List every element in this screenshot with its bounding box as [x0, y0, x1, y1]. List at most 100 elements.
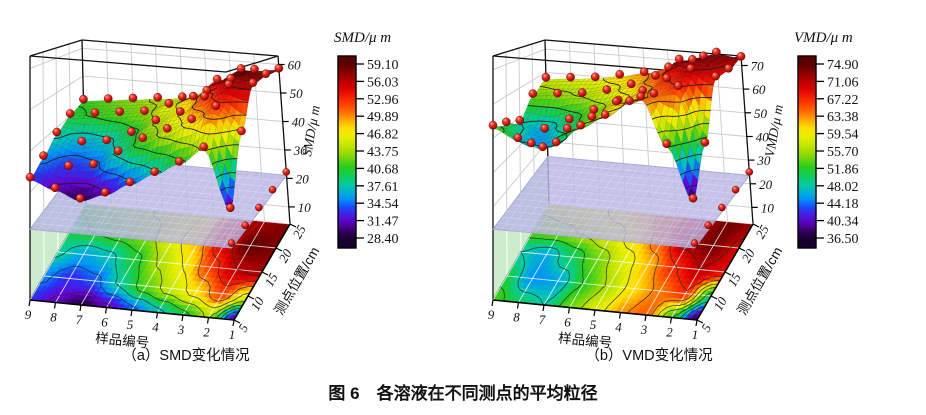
data-point-sphere: [587, 112, 597, 121]
data-point-sphere: [718, 203, 726, 212]
data-point-sphere: [153, 93, 162, 102]
data-point-sphere: [565, 114, 574, 124]
colorbar-a: SMD/μ m 59.10 56.03 52.96 49.89 46.82 43.75 40.…: [334, 30, 399, 249]
data-point-sphere: [164, 99, 174, 108]
data-point-sphere: [89, 159, 98, 169]
data-point-sphere: [731, 185, 740, 194]
data-point-sphere: [553, 88, 562, 98]
colorbar-tick-label: 44.18: [827, 197, 859, 212]
data-point-sphere: [688, 193, 698, 203]
colorbar-tick-label: 36.50: [827, 232, 859, 247]
y-tick-label: 5: [235, 321, 251, 335]
data-point-sphere: [528, 89, 538, 98]
data-point-sphere: [115, 107, 125, 116]
data-point-sphere: [686, 63, 696, 73]
data-point-sphere: [75, 193, 85, 203]
colorbar-tick-label: 59.10: [367, 58, 399, 73]
data-point-sphere: [212, 74, 222, 84]
data-point-sphere: [255, 203, 263, 212]
data-point-sphere: [241, 221, 250, 230]
x-tick-label: 1: [692, 327, 699, 342]
colorbar-tick-label: 55.70: [827, 145, 859, 160]
data-point-sphere: [178, 92, 187, 101]
z-axis-title: SMD/μ m: [299, 104, 323, 157]
data-point-sphere: [551, 137, 561, 147]
data-point-sphere: [704, 221, 713, 230]
colorbar-tick-label: 71.06: [827, 75, 859, 90]
data-point-sphere: [712, 47, 721, 57]
surface-plot-a: 9 8 7 6 5 4 3 2 1 510152025102030405060样品编号测点位置/c…: [25, 39, 323, 351]
data-point-sphere: [236, 64, 246, 73]
x-tick-label: 7: [539, 312, 546, 327]
z-tick-label: 60: [752, 82, 766, 97]
data-point-sphere: [113, 146, 123, 156]
data-point-sphere: [745, 168, 754, 176]
data-point-sphere: [250, 64, 259, 74]
data-point-sphere: [282, 168, 291, 176]
data-point-sphere: [52, 127, 62, 137]
data-point-sphere: [268, 185, 277, 194]
surface-plot-b: 9 8 7 6 5 4 3 2 1 51015202510203040506070样品编号测点位置…: [488, 39, 786, 351]
data-point-sphere: [226, 203, 235, 213]
colorbar-tick-label: 31.47: [367, 215, 399, 230]
data-point-sphere: [50, 183, 60, 192]
data-point-sphere: [626, 79, 636, 89]
data-point-sphere: [662, 139, 671, 149]
data-point-sphere: [102, 135, 112, 145]
colorbar-tick-label: 52.96: [367, 93, 399, 108]
data-point-sphere: [502, 117, 511, 127]
data-point-sphere: [162, 124, 172, 133]
data-point-sphere: [151, 115, 161, 125]
data-point-sphere: [664, 62, 673, 72]
data-point-sphere: [127, 127, 136, 136]
z-tick-label: 20: [296, 171, 310, 186]
colorbar-tick-label: 56.03: [367, 75, 399, 90]
data-point-sphere: [90, 108, 100, 117]
data-point-sphere: [541, 72, 551, 82]
x-tick-label: 5: [590, 317, 597, 332]
data-point-sphere: [200, 91, 209, 101]
panel-a: 9 8 7 6 5 4 3 2 1 5 10 15 20 25 10 20 30 40 50 60 样品编号 测点位置/c…: [0, 0, 463, 372]
data-point-sphere: [513, 133, 523, 143]
z-tick-label: 60: [288, 58, 302, 73]
data-point-sphere: [639, 67, 649, 77]
colorbar-tick-label: 28.40: [367, 232, 399, 247]
x-axis-title: 样品编号: [95, 330, 150, 350]
colorbar-tick-label: 67.22: [827, 93, 859, 108]
z-tick-label: 10: [761, 200, 775, 215]
data-point-sphere: [515, 115, 525, 125]
data-point-sphere: [736, 52, 746, 61]
z-tick-label: 50: [290, 86, 304, 101]
data-point-sphere: [25, 172, 35, 182]
data-point-sphere: [100, 187, 110, 197]
data-point-sphere: [187, 114, 196, 124]
z-tick-label: 30: [756, 153, 771, 168]
data-point-sphere: [576, 120, 585, 130]
data-point-sphere: [64, 161, 73, 170]
panel-b: 9 8 7 6 5 4 3 2 1 5 10 15 20 25 10 20 30 40 50 60 70 样品编号 测点位置…: [463, 0, 926, 372]
colorbar-tick-label: 48.02: [827, 180, 859, 195]
data-point-sphere: [103, 94, 113, 103]
colorbar-title: VMD/μ m: [794, 30, 853, 46]
data-point-sphere: [211, 101, 221, 110]
data-point-sphere: [600, 110, 610, 119]
y-tick-label: 5: [698, 321, 714, 335]
data-point-sphere: [261, 69, 271, 78]
x-tick-label: 2: [203, 325, 210, 340]
x-axis-title: 样品编号: [558, 330, 613, 350]
data-point-sphere: [174, 157, 184, 166]
data-point-sphere: [566, 72, 575, 82]
x-tick-label: 9: [25, 307, 32, 322]
colorbar-tick-label: 74.90: [827, 58, 859, 73]
data-point-sphere: [602, 85, 612, 94]
subcaption-b: （b）VMD变化情况: [585, 348, 713, 364]
colorbar-tick-label: 40.68: [367, 162, 399, 177]
data-point-sphere: [128, 93, 138, 103]
data-point-sphere: [224, 79, 233, 89]
data-point-sphere: [189, 91, 198, 101]
x-tick-label: 3: [640, 322, 648, 337]
colorbar-tick-label: 59.54: [827, 128, 859, 143]
x-tick-label: 9: [488, 307, 495, 322]
colorbar-gradient: [797, 55, 817, 249]
colorbar-tick-label: 37.61: [367, 180, 399, 195]
